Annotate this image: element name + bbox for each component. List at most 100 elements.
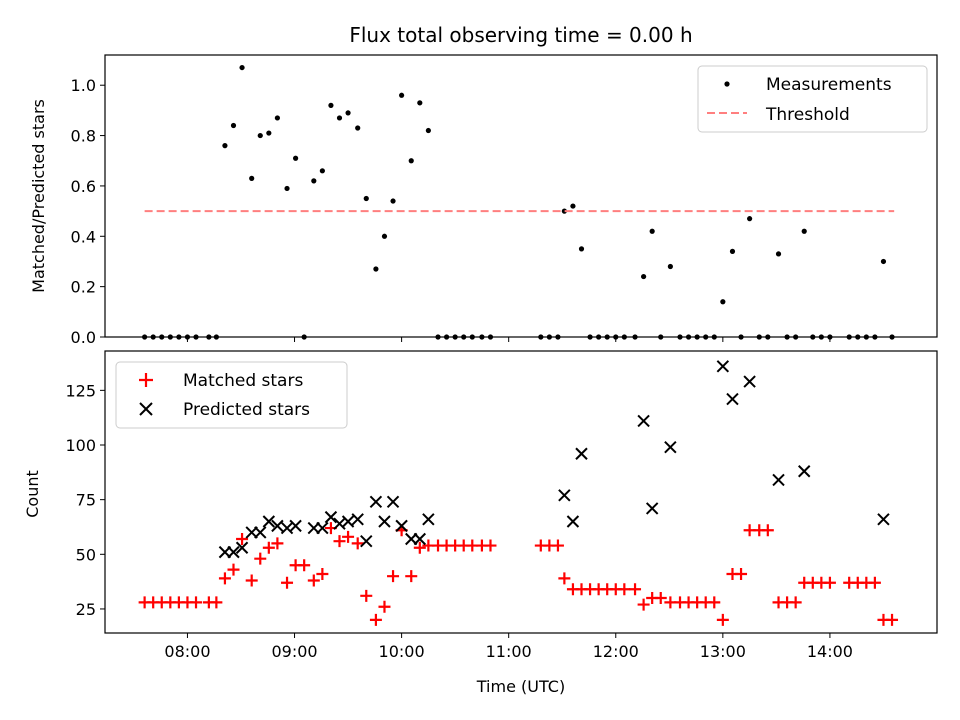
measurement-point	[328, 102, 334, 108]
ratio-y-axis-label: Matched/Predicted stars	[29, 99, 48, 293]
predicted-stars-point	[289, 519, 302, 533]
y-tick-label: 75	[76, 491, 96, 510]
matched-stars-point	[708, 596, 721, 609]
matched-stars-point	[316, 567, 329, 580]
predicted-stars-point	[378, 515, 391, 528]
count-series	[138, 360, 899, 626]
measurement-point	[880, 258, 887, 265]
matched-stars-point	[789, 596, 802, 609]
predicted-legend-marker	[139, 402, 153, 416]
predicted-stars-point	[743, 375, 756, 388]
matched-stars-point	[360, 589, 373, 602]
measurements-legend-marker	[724, 81, 730, 87]
measurement-point	[399, 92, 405, 98]
measurement-point	[222, 143, 228, 149]
matched-stars-point	[618, 583, 631, 596]
x-tick-label: 12:00	[593, 642, 639, 661]
measurement-point	[649, 228, 655, 234]
y-tick-label: 25	[76, 600, 96, 619]
predicted-stars-point	[351, 513, 364, 526]
matched-stars-point	[735, 567, 748, 580]
measurement-point	[249, 175, 255, 181]
matched-stars-point	[218, 572, 231, 585]
count-axis-ticks: 25 50 75 100 125 08:00 09:00 10:00 11:00 12:00 13:…	[65, 381, 853, 661]
predicted-stars-point	[726, 392, 739, 406]
predicted-stars-point	[877, 513, 890, 526]
predicted-stars-point	[558, 489, 571, 502]
chart-title: Flux total observing time = 0.00 h	[349, 23, 692, 47]
x-tick-label: 08:00	[164, 642, 210, 661]
measurement-point	[425, 127, 431, 134]
ratio-axis-ticks: 0.0 0.2 0.4 0.6 0.8 1.0	[71, 76, 831, 347]
ratio-panel: Matched/Predicted stars 0.0 0.2 0.4 0.6 0.8 1…	[29, 54, 938, 347]
x-tick-label: 13:00	[700, 642, 746, 661]
ratio-legend: Measurements Threshold	[697, 65, 928, 133]
matched-stars-point	[210, 596, 223, 609]
measurement-point	[319, 168, 325, 174]
predicted-stars-point	[664, 440, 677, 454]
matched-stars-point	[369, 613, 382, 626]
predicted-stars-point	[422, 513, 435, 526]
y-tick-label: 0.8	[71, 127, 96, 146]
matched-stars-point	[342, 530, 355, 543]
measurement-point	[239, 64, 245, 71]
measurement-point	[390, 198, 396, 204]
y-tick-label: 0.4	[71, 227, 96, 246]
predicted-stars-point	[271, 519, 284, 533]
y-tick-label: 0.6	[71, 177, 96, 196]
matched-stars-point	[307, 574, 320, 587]
measurement-point	[408, 158, 414, 164]
predicted-stars-point	[413, 532, 427, 546]
predicted-stars-point	[262, 515, 276, 528]
matched-stars-point	[654, 592, 667, 605]
measurement-point	[230, 122, 237, 129]
measurement-point	[570, 203, 576, 209]
measurement-point	[641, 273, 647, 280]
measurement-point	[336, 115, 343, 121]
predicted-stars-point	[395, 519, 408, 533]
predicted-stars-point	[772, 473, 785, 487]
count-plot-frame	[104, 350, 938, 634]
x-tick-label: 11:00	[486, 642, 532, 661]
matched-stars-point	[558, 572, 571, 585]
predicted-stars-point	[645, 502, 659, 515]
y-tick-label: 1.0	[71, 76, 96, 95]
y-tick-label: 100	[65, 436, 96, 455]
threshold-legend-label: Threshold	[765, 105, 850, 125]
matched-stars-point	[387, 570, 400, 583]
y-tick-label: 125	[65, 381, 96, 400]
measurement-point	[729, 248, 736, 254]
matched-stars-point	[271, 537, 284, 550]
matched-stars-point	[405, 570, 418, 583]
matched-stars-point	[868, 576, 881, 589]
predicted-stars-point	[798, 465, 811, 478]
ratio-plot-frame	[104, 54, 938, 338]
predicted-stars-point	[227, 545, 240, 559]
predicted-stars-point	[316, 521, 329, 535]
predicted-stars-point	[324, 510, 338, 524]
measurement-point	[747, 216, 753, 222]
y-tick-label: 50	[76, 545, 96, 564]
measurement-point	[257, 132, 263, 139]
predicted-stars-point	[341, 515, 355, 528]
measurement-point	[417, 100, 423, 106]
matched-stars-point	[298, 559, 311, 572]
count-y-axis-label: Count	[23, 470, 42, 518]
x-tick-label: 10:00	[379, 642, 425, 661]
measurement-point	[355, 125, 361, 131]
matched-stars-point	[262, 541, 275, 554]
count-legend: Matched stars Predicted stars	[115, 361, 348, 429]
matched-stars-point	[551, 539, 564, 552]
matched-stars-point	[254, 552, 267, 565]
matched-stars-point	[823, 576, 836, 589]
matched-stars-point	[190, 596, 203, 609]
measurement-point	[363, 195, 369, 202]
predicted-stars-point	[369, 495, 383, 509]
matched-legend-label: Matched stars	[183, 371, 303, 391]
matched-stars-point	[333, 535, 346, 548]
measurement-point	[284, 185, 290, 192]
x-tick-label: 09:00	[271, 642, 317, 661]
measurement-point	[578, 246, 585, 252]
x-axis-label: Time (UTC)	[476, 677, 565, 696]
